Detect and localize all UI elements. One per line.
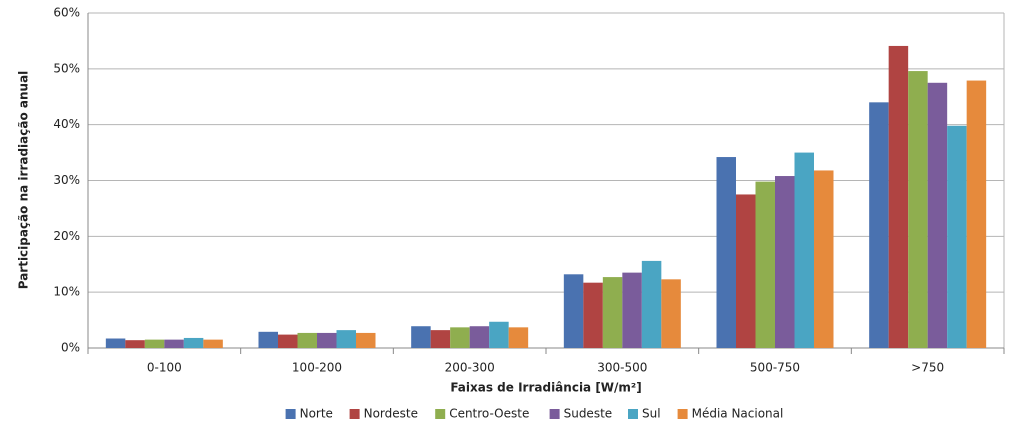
- y-tick-label: 30%: [53, 173, 80, 187]
- bar: [317, 332, 337, 348]
- bar: [908, 71, 928, 349]
- bar: [258, 331, 278, 348]
- bar: [278, 334, 298, 348]
- legend-label: Média Nacional: [692, 407, 784, 421]
- bar: [622, 272, 642, 348]
- bar: [411, 326, 431, 348]
- bar: [736, 194, 756, 348]
- y-tick-label: 20%: [53, 229, 80, 243]
- bar: [794, 152, 814, 348]
- legend-swatch: [549, 409, 560, 419]
- bar: [125, 340, 145, 348]
- legend-swatch: [628, 409, 638, 419]
- x-axis-title: Faixas de Irradiância [W/m²]: [450, 381, 641, 395]
- bar: [164, 339, 184, 348]
- bar: [105, 338, 126, 348]
- bar: [947, 125, 967, 349]
- y-axis-title: Participação na irradiação anual: [17, 71, 31, 290]
- bar: [641, 260, 662, 348]
- bar: [775, 176, 795, 348]
- bar: [661, 279, 681, 348]
- bar: [602, 277, 623, 348]
- y-tick-label: 10%: [53, 285, 80, 299]
- legend-swatch: [435, 409, 446, 419]
- bar: [583, 282, 603, 348]
- y-tick-label: 50%: [53, 61, 80, 75]
- legend-label: Sudeste: [564, 407, 613, 421]
- x-tick-label: 200-300: [445, 361, 495, 375]
- legend-label: Norte: [300, 407, 333, 421]
- y-tick-label: 60%: [53, 6, 80, 20]
- y-tick-label: 40%: [53, 117, 80, 131]
- x-tick-label: >750: [911, 361, 944, 375]
- legend-swatch: [285, 409, 296, 419]
- bar: [336, 330, 356, 348]
- bar: [563, 274, 584, 348]
- x-tick-label: 300-500: [597, 361, 647, 375]
- legend-label: Nordeste: [364, 407, 418, 421]
- bar: [966, 80, 987, 348]
- bar: [144, 339, 165, 348]
- x-tick-label: 100-200: [292, 361, 342, 375]
- bar: [888, 45, 909, 349]
- bar: [430, 330, 451, 348]
- bar: [469, 326, 490, 348]
- x-tick-label: 0-100: [147, 361, 182, 375]
- y-tick-label: 0%: [61, 341, 80, 355]
- bar: [356, 332, 376, 348]
- bar: [183, 337, 204, 348]
- bar: [869, 102, 889, 348]
- legend-label: Centro-Oeste: [449, 407, 529, 421]
- bar: [716, 157, 736, 348]
- bar: [927, 82, 948, 349]
- bar: [508, 327, 529, 348]
- bar: [755, 181, 775, 348]
- legend-swatch: [677, 409, 688, 419]
- bar: [814, 170, 834, 348]
- bar: [203, 339, 223, 348]
- legend-swatch: [349, 409, 360, 419]
- bar: [489, 321, 509, 348]
- x-tick-label: 500-750: [750, 361, 800, 375]
- bar: [450, 327, 470, 348]
- legend-label: Sul: [642, 407, 661, 421]
- bar: [297, 332, 317, 348]
